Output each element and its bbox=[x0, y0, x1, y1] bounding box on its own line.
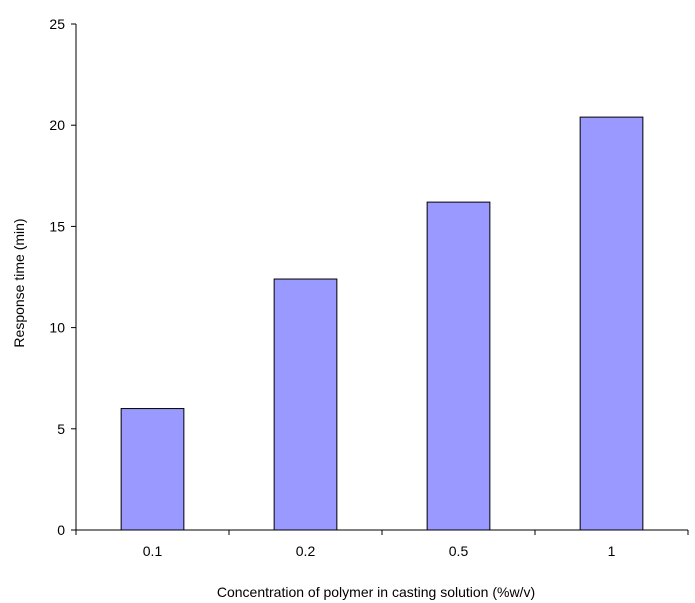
y-axis-title: Response time (min) bbox=[11, 218, 27, 347]
y-tick-label: 25 bbox=[49, 16, 65, 32]
x-axis-title: Concentration of polymer in casting solu… bbox=[217, 584, 535, 600]
y-tick-label: 15 bbox=[49, 218, 65, 234]
y-tick-label: 5 bbox=[57, 421, 65, 437]
bar-1 bbox=[579, 116, 644, 531]
bar-0.1 bbox=[120, 408, 185, 531]
x-tick-label: 1 bbox=[608, 543, 616, 559]
x-axis: 0.1 0.2 0.5 1 bbox=[75, 529, 689, 559]
y-axis: 0 5 10 15 20 25 bbox=[49, 16, 77, 538]
bars bbox=[120, 116, 644, 531]
y-tick-label: 0 bbox=[57, 522, 65, 538]
x-tick-label: 0.1 bbox=[143, 543, 163, 559]
bar-0.5 bbox=[426, 201, 491, 531]
x-tick-label: 0.5 bbox=[449, 543, 469, 559]
y-tick-label: 20 bbox=[49, 117, 65, 133]
x-tick-label: 0.2 bbox=[296, 543, 316, 559]
y-tick-label: 10 bbox=[49, 320, 65, 336]
bar-0.2 bbox=[273, 278, 338, 531]
